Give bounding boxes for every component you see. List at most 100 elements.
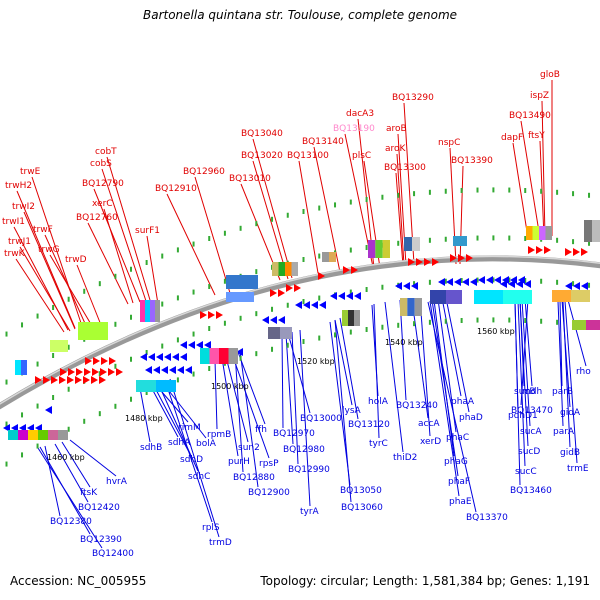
gene-block bbox=[526, 226, 533, 240]
leader-line bbox=[445, 297, 470, 413]
gene-label-reverse: phaE bbox=[449, 497, 472, 507]
gene-label-forward: cobT bbox=[95, 147, 117, 157]
gene-label-reverse: gidA bbox=[560, 408, 581, 418]
leader-line bbox=[541, 100, 546, 238]
gene-label-reverse: trmE bbox=[567, 464, 589, 474]
gene-block bbox=[545, 226, 552, 240]
gene-label-reverse: sucB bbox=[514, 387, 536, 397]
leader-line bbox=[194, 176, 231, 294]
tick-dot bbox=[428, 189, 431, 195]
tick-dot bbox=[572, 239, 575, 245]
gene-arrow bbox=[45, 406, 52, 414]
leader-line bbox=[334, 319, 352, 503]
map-title: Bartonella quintana str. Toulouse, compl… bbox=[142, 8, 458, 22]
gene-arrow bbox=[438, 278, 445, 286]
gene-label-reverse: lysA bbox=[342, 406, 362, 416]
tick-dot bbox=[5, 421, 8, 427]
tick-dot bbox=[556, 319, 559, 325]
leader-line bbox=[431, 299, 459, 477]
tick-dot bbox=[349, 289, 352, 295]
tick-dot bbox=[318, 295, 321, 301]
gene-label-reverse: sdhB bbox=[140, 443, 162, 453]
gene-arrow bbox=[395, 282, 402, 290]
tick-dot bbox=[130, 266, 133, 272]
tick-dot bbox=[145, 260, 148, 265]
tick-dot bbox=[21, 452, 24, 458]
gene-label-reverse: holA bbox=[368, 397, 389, 407]
gene-arrow bbox=[108, 368, 115, 376]
leader-line bbox=[559, 299, 563, 387]
gene-block bbox=[285, 262, 292, 276]
gene-arrow bbox=[318, 272, 325, 280]
gene-label-forward: BQ13490 bbox=[509, 111, 551, 121]
tick-dot bbox=[492, 235, 495, 241]
summary-text: Topology: circular; Length: 1,581,384 bp… bbox=[260, 574, 590, 588]
gene-label-forward: trwI1 bbox=[2, 217, 25, 227]
accession-text: Accession: NC_005955 bbox=[10, 574, 147, 588]
leader-line bbox=[373, 303, 380, 439]
gene-label-forward: BQ12790 bbox=[82, 179, 124, 189]
gene-label-reverse: sdhD bbox=[180, 455, 203, 465]
tick-dot bbox=[349, 329, 352, 335]
gene-block bbox=[532, 226, 539, 240]
gene-label-reverse: sdhC bbox=[188, 472, 210, 482]
gene-arrow bbox=[100, 368, 107, 376]
leader-line bbox=[61, 441, 91, 488]
tick-dot bbox=[460, 188, 463, 193]
gene-label-forward: trwE bbox=[20, 167, 41, 177]
gene-block bbox=[38, 430, 48, 440]
leader-line bbox=[221, 357, 239, 457]
gene-arrow bbox=[68, 368, 75, 376]
gene-label-reverse: BQ12880 bbox=[233, 473, 275, 483]
gene-arrow bbox=[502, 276, 509, 284]
gene-block bbox=[552, 290, 571, 302]
gene-arrow bbox=[330, 292, 337, 300]
gene-block bbox=[453, 236, 467, 246]
leader-line bbox=[285, 333, 294, 445]
tick-label: 1560 kbp bbox=[477, 327, 515, 336]
gene-block bbox=[342, 310, 348, 326]
gene-label-reverse: sucA bbox=[520, 427, 542, 437]
gene-label-forward: BQ13100 bbox=[287, 151, 329, 161]
tick-dot bbox=[413, 191, 416, 197]
tick-dot bbox=[302, 209, 305, 214]
tick-dot bbox=[83, 418, 86, 424]
gene-label-forward: BQ13020 bbox=[241, 151, 283, 161]
tick-dot bbox=[176, 295, 179, 301]
gene-arrow bbox=[319, 301, 326, 309]
tick-dot bbox=[130, 396, 133, 402]
gene-label-reverse: gidB bbox=[560, 448, 580, 458]
genome-backbone bbox=[0, 255, 600, 410]
tick-dot bbox=[208, 284, 211, 289]
gene-arrow bbox=[188, 341, 195, 349]
leader-line bbox=[411, 299, 429, 419]
leader-line bbox=[237, 351, 266, 425]
gene-block bbox=[368, 240, 376, 258]
genome-backbone-highlight bbox=[0, 255, 600, 405]
gene-label-reverse: parB bbox=[552, 387, 573, 397]
gene-block bbox=[200, 348, 210, 364]
tick-dot bbox=[413, 321, 416, 327]
tick-dot bbox=[381, 284, 384, 290]
gene-block bbox=[21, 360, 27, 375]
gene-block bbox=[584, 220, 592, 242]
tick-dot bbox=[161, 343, 164, 349]
gene-label-forward: BQ13010 bbox=[229, 174, 271, 184]
leader-line bbox=[69, 439, 117, 477]
gene-block bbox=[28, 430, 38, 440]
gene-arrow bbox=[294, 284, 301, 292]
gene-arrow bbox=[416, 258, 423, 266]
tick-dot bbox=[397, 322, 400, 328]
gene-arrow bbox=[581, 248, 588, 256]
gene-arrow bbox=[59, 376, 66, 384]
gene-arrow bbox=[278, 316, 285, 324]
gene-arrow bbox=[573, 282, 580, 290]
tick-dot bbox=[67, 386, 70, 392]
leader-line bbox=[520, 298, 529, 406]
leader-line bbox=[164, 379, 213, 523]
tick-dot bbox=[476, 277, 479, 283]
gene-arrow bbox=[565, 282, 572, 290]
tick-dot bbox=[508, 277, 511, 283]
gene-block bbox=[156, 380, 176, 392]
gene-label-reverse: xerD bbox=[420, 437, 441, 447]
